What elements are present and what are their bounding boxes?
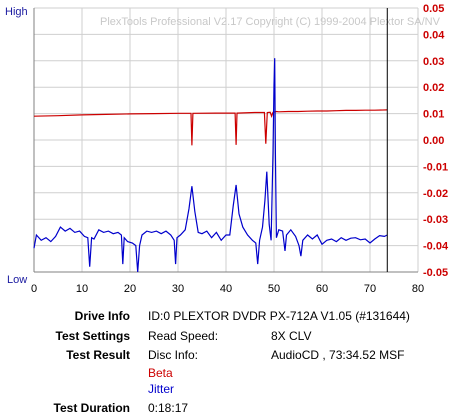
right-tick-label: 0.05 (423, 3, 444, 15)
right-tick-label: 0.04 (423, 29, 445, 41)
right-tick-label: -0.05 (423, 267, 448, 279)
chart: PlexTools Professional V2.17 Copyright (… (5, 3, 449, 295)
x-tick-label: 50 (268, 283, 280, 295)
series-line-beta (33, 109, 388, 146)
series-line-jitter (33, 58, 388, 273)
disc-info-key: Disc Info: (148, 348, 199, 362)
x-tick-label: 70 (364, 283, 376, 295)
x-tick-label: 80 (412, 283, 424, 295)
x-tick-label: 60 (316, 283, 328, 295)
test-result-label: Test Result (66, 348, 130, 362)
read-speed-key: Read Speed: (148, 329, 219, 343)
right-tick-label: 0.01 (423, 109, 444, 121)
legend-beta: Beta (148, 366, 173, 380)
x-axis-ticks: 0 10 20 30 40 50 60 70 80 (31, 283, 424, 295)
test-settings-label: Test Settings (55, 329, 130, 343)
drive-info-label: Drive Info (74, 309, 130, 323)
right-tick-label: 0.02 (423, 82, 444, 94)
x-tick-label: 40 (220, 283, 232, 295)
legend-jitter: Jitter (148, 382, 175, 396)
right-tick-label: -0.04 (423, 241, 449, 253)
disc-info-value: AudioCD , 73:34.52 MSF (271, 348, 405, 362)
right-tick-label: -0.01 (423, 161, 448, 173)
test-duration-label: Test Duration (53, 401, 130, 415)
right-tick-label: 0.03 (423, 56, 444, 68)
test-duration-value: 0:18:17 (148, 401, 189, 415)
read-speed-value: 8X CLV (271, 329, 312, 343)
left-axis-low-label: Low (7, 274, 27, 286)
x-tick-label: 10 (76, 283, 88, 295)
drive-info-value: ID:0 PLEXTOR DVDR PX-712A V1.05 (#131644… (148, 309, 410, 323)
chart-watermark: PlexTools Professional V2.17 Copyright (… (100, 16, 441, 28)
x-tick-label: 20 (124, 283, 136, 295)
chart-grid (34, 7, 419, 272)
series-layer (33, 58, 388, 273)
x-tick-label: 0 (31, 283, 37, 295)
right-axis-ticks: 0.05 0.04 0.03 0.02 0.01 0.00 -0.01 -0.02 -0.03 -… (423, 3, 449, 279)
right-tick-label: -0.02 (423, 188, 448, 200)
left-axis-high-label: High (5, 6, 28, 18)
x-tick-label: 30 (172, 283, 184, 295)
right-tick-label: -0.03 (423, 214, 448, 226)
right-tick-label: 0.00 (423, 135, 444, 147)
